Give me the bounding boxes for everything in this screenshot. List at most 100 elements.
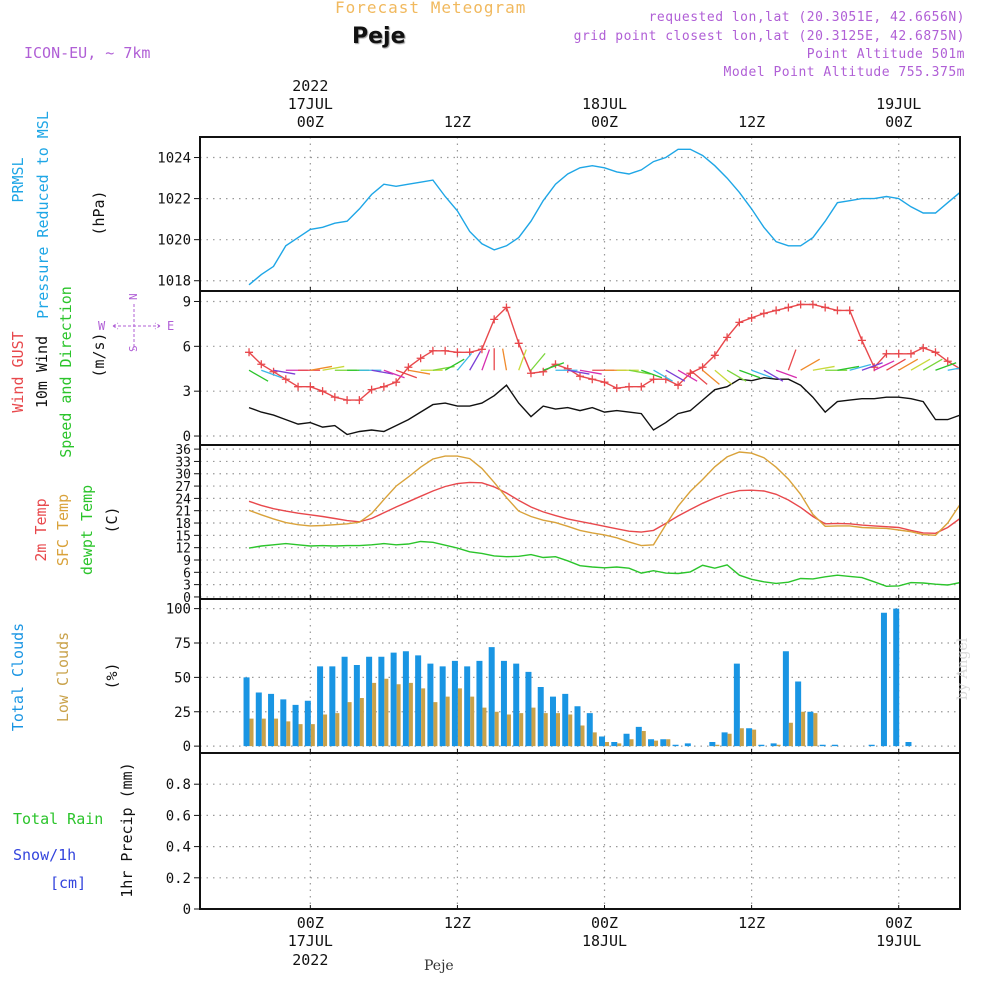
wind-arrow <box>408 369 431 375</box>
low-cloud-bar <box>788 722 793 747</box>
y-tick-label: 21 <box>175 505 191 520</box>
precip-axis-label: 1hr Precip (mm) <box>118 762 136 897</box>
total-cloud-bar <box>439 666 446 747</box>
dewpt-label: dewpt Temp <box>78 485 96 575</box>
low-cloud-bar <box>715 744 720 747</box>
low-cloud-bar <box>739 728 744 747</box>
total-cloud-bar <box>672 744 679 747</box>
low-cloud-bar <box>985 745 989 746</box>
total-cloud-bar <box>549 696 556 747</box>
low-cloud-bar <box>457 688 462 747</box>
y-tick-label: 25 <box>174 705 191 721</box>
panel-frame <box>199 290 961 446</box>
wind-arrow <box>628 369 651 375</box>
total-cloud-bar <box>782 651 789 747</box>
wind-arrow <box>248 369 269 382</box>
y-tick-label: 18 <box>175 517 191 532</box>
gust-marker <box>981 366 989 374</box>
wind-arrow <box>322 365 345 371</box>
total-cloud-bar <box>795 681 802 747</box>
total-cloud-bar <box>402 651 409 747</box>
total-cloud-bar <box>500 660 507 747</box>
wind-arrow <box>383 369 405 379</box>
gust-marker <box>637 382 646 391</box>
prmsl-label: PRMSL <box>9 157 27 202</box>
low-cloud-bar <box>482 707 487 747</box>
wind-arrow <box>886 358 906 371</box>
total-cloud-bar <box>317 666 324 747</box>
pressure-unit: (hPa) <box>90 190 108 235</box>
gust-marker <box>330 393 339 402</box>
gust-marker <box>355 396 364 405</box>
wind-arrow <box>751 369 773 379</box>
gust-marker <box>625 382 634 391</box>
gust-marker <box>477 345 486 354</box>
wind-arrow <box>985 363 1000 371</box>
top-day-label: 19JUL <box>876 95 921 113</box>
total-cloud-bar <box>979 745 985 746</box>
y-tick-label: 0 <box>183 591 191 606</box>
top-time-label: 00Z <box>297 113 324 131</box>
low-cloud-bar <box>421 688 426 747</box>
wind-arrow <box>641 369 663 379</box>
low-cloud-bar <box>617 743 622 747</box>
low-cloud-bar <box>654 740 659 747</box>
gust-marker <box>821 303 830 312</box>
wind-arrow <box>469 350 482 371</box>
low-cloud-bar <box>605 742 610 747</box>
low-cloud-bar <box>776 744 781 747</box>
total-cloud-bar <box>684 743 691 747</box>
total-cloud-bar <box>721 732 728 747</box>
gust-marker <box>539 367 548 376</box>
y-tick-label: 1022 <box>157 192 191 208</box>
total-cloud-bar <box>880 612 887 747</box>
bottom-time-label: 00Z <box>591 914 618 932</box>
low-cloud-bar <box>752 729 757 747</box>
gust-marker <box>416 354 425 363</box>
top-year-label: 2022 <box>292 77 328 95</box>
total-cloud-bar <box>451 660 458 747</box>
total-cloud-bar <box>537 687 544 747</box>
clouds-unit: (%) <box>103 662 121 689</box>
y-tick-label: 0.4 <box>166 840 191 856</box>
total-cloud-bar <box>660 739 667 747</box>
gust-marker <box>453 348 462 357</box>
total-cloud-bar <box>378 656 385 747</box>
total-cloud-bar <box>991 742 997 746</box>
wind-arrow <box>261 369 283 379</box>
gust-marker <box>698 363 707 372</box>
low-cloud-bar <box>506 714 511 747</box>
gust-marker <box>906 349 915 358</box>
requested-coordinates: requested lon,lat (20.3051E, 42.6656N) <box>648 10 965 25</box>
t2m-label: 2m Temp <box>32 498 50 561</box>
wind-arrow <box>665 369 686 382</box>
total-cloud-bar <box>488 647 495 747</box>
compass-east: E <box>167 319 174 333</box>
snow-label: Snow/1h <box>13 846 76 864</box>
gust-marker <box>674 381 683 390</box>
gust-marker <box>919 343 928 352</box>
gust-marker <box>931 348 940 357</box>
total-cloud-bar <box>635 726 642 747</box>
total-cloud-bar <box>476 660 483 747</box>
low-cloud-bar <box>666 739 671 747</box>
bottom-day-label: 18JUL <box>582 932 627 950</box>
low-cloud-bar <box>396 684 401 747</box>
gust-marker <box>796 300 805 309</box>
t2m-line <box>248 481 960 535</box>
wind-10m-label: 10m Wind <box>33 336 51 408</box>
low-cloud-bar <box>592 732 597 747</box>
gust-marker <box>379 382 388 391</box>
gust-marker <box>588 375 597 384</box>
gust-marker <box>710 351 719 360</box>
panel-frame <box>199 136 961 292</box>
low-cloud-bar <box>384 678 389 747</box>
total-cloud-bar <box>525 671 532 747</box>
low-cloud-bar <box>408 682 413 747</box>
y-tick-label: 6 <box>183 339 191 355</box>
model-name: ICON-EU, ~ 7km <box>24 44 151 62</box>
wind-arrow <box>959 369 960 371</box>
station-name: Peje <box>352 24 406 49</box>
gust-marker <box>857 336 866 345</box>
low-cloud-bar <box>372 682 377 747</box>
